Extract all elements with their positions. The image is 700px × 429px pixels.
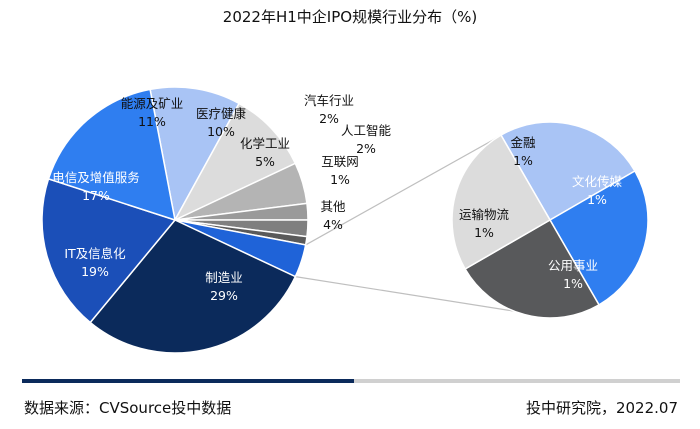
connector-line-bottom bbox=[295, 276, 515, 312]
main-化学工业-label: 化学工业 bbox=[240, 136, 290, 151]
main-制造业-value: 29% bbox=[210, 288, 238, 303]
detail-金融-label: 金融 bbox=[510, 135, 536, 150]
footer-rule-light bbox=[354, 379, 680, 383]
slice-labels: 能源及矿业11%医疗健康10%化学工业5%汽车行业2%人工智能2%互联网1%其他… bbox=[52, 93, 622, 303]
detail-文化传媒-label: 文化传媒 bbox=[572, 174, 623, 189]
detail-文化传媒-value: 1% bbox=[587, 192, 607, 207]
main-人工智能-label: 人工智能 bbox=[341, 123, 392, 138]
main-其他-value: 4% bbox=[323, 217, 343, 232]
main-互联网-value: 1% bbox=[330, 172, 350, 187]
slice-公用事业 bbox=[464, 218, 601, 319]
main-其他-label: 其他 bbox=[320, 199, 346, 214]
main-电信及增值服务-label: 电信及增值服务 bbox=[52, 170, 140, 185]
main-IT及信息化-label: IT及信息化 bbox=[64, 246, 126, 261]
main-pie bbox=[41, 86, 309, 354]
main-汽车行业-label: 汽车行业 bbox=[304, 93, 354, 108]
main-能源及矿业-value: 11% bbox=[138, 114, 166, 129]
slice-能源及矿业 bbox=[149, 86, 241, 223]
source-note: 数据来源：CVSource投中数据 bbox=[24, 399, 232, 417]
main-化学工业-value: 5% bbox=[255, 154, 275, 169]
slice-金融 bbox=[499, 121, 636, 222]
main-IT及信息化-value: 19% bbox=[81, 264, 109, 279]
detail-公用事业-label: 公用事业 bbox=[548, 258, 598, 273]
credit-note: 投中研究院，2022.07 bbox=[525, 399, 678, 417]
main-医疗健康-value: 10% bbox=[207, 124, 235, 139]
chart-title: 2022年H1中企IPO规模行业分布（%) bbox=[222, 8, 478, 26]
slice-运输物流 bbox=[451, 134, 552, 271]
main-人工智能-value: 2% bbox=[356, 141, 376, 156]
footer-rule-dark bbox=[22, 379, 354, 383]
main-互联网-label: 互联网 bbox=[321, 154, 359, 169]
slice-制造业 bbox=[89, 219, 297, 354]
slice-医疗健康 bbox=[173, 102, 297, 222]
detail-运输物流-label: 运输物流 bbox=[459, 207, 510, 222]
main-汽车行业-value: 2% bbox=[319, 111, 339, 126]
slice-电信及增值服务 bbox=[47, 88, 176, 222]
detail-pie bbox=[451, 121, 649, 319]
connector-line-top bbox=[305, 129, 511, 246]
detail-公用事业-value: 1% bbox=[563, 276, 583, 291]
slice-IT及信息化 bbox=[41, 177, 177, 324]
slice-文化传媒 bbox=[548, 169, 649, 306]
detail-金融-value: 1% bbox=[513, 153, 533, 168]
main-制造业-label: 制造业 bbox=[205, 270, 243, 285]
connector-lines bbox=[295, 129, 515, 312]
main-电信及增值服务-value: 17% bbox=[82, 188, 110, 203]
main-能源及矿业-label: 能源及矿业 bbox=[121, 96, 184, 111]
main-医疗健康-label: 医疗健康 bbox=[196, 106, 247, 121]
detail-运输物流-value: 1% bbox=[474, 225, 494, 240]
